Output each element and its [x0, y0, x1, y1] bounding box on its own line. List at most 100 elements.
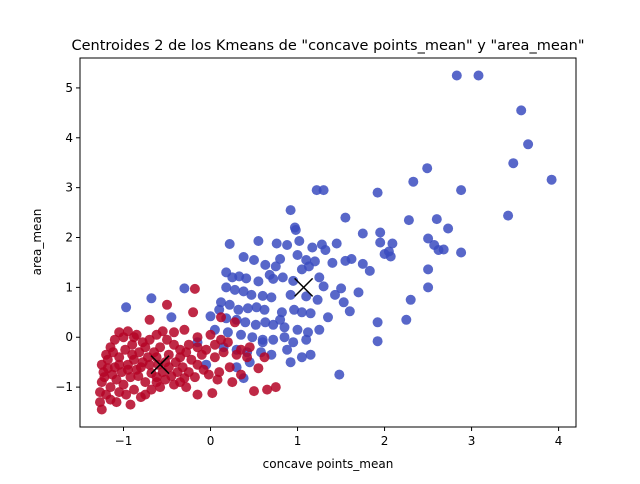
x-tick-label: 0 — [207, 434, 215, 448]
data-point — [338, 297, 349, 308]
data-point — [372, 317, 383, 328]
data-point — [140, 377, 151, 388]
data-point — [140, 342, 151, 353]
data-point — [209, 352, 220, 363]
data-point — [260, 317, 271, 328]
data-point — [340, 212, 351, 223]
data-point — [438, 244, 449, 255]
data-point — [209, 339, 220, 350]
data-point — [222, 337, 233, 348]
data-point — [423, 282, 434, 293]
data-point — [249, 386, 259, 397]
data-point — [140, 389, 151, 400]
data-point — [118, 332, 129, 343]
data-point — [285, 205, 296, 216]
data-point — [443, 223, 454, 234]
data-point — [405, 294, 416, 305]
data-point — [151, 329, 162, 340]
data-point — [508, 158, 519, 169]
data-point — [129, 384, 139, 395]
data-point — [189, 283, 200, 294]
data-point — [353, 287, 364, 298]
data-point — [242, 352, 253, 363]
data-point — [175, 352, 186, 363]
data-point — [268, 334, 279, 345]
data-point — [275, 254, 286, 264]
data-point — [292, 324, 303, 335]
data-point — [294, 236, 305, 246]
data-point — [227, 377, 238, 388]
y-tick-label: 1 — [65, 280, 73, 294]
data-point — [146, 293, 157, 304]
data-point — [285, 357, 296, 368]
data-point — [192, 342, 203, 353]
data-point — [160, 357, 171, 368]
x-tick-label: 3 — [468, 434, 476, 448]
data-point — [221, 282, 232, 293]
data-point — [192, 332, 203, 343]
data-point — [282, 240, 293, 250]
data-point — [301, 291, 312, 302]
data-point — [523, 139, 534, 150]
data-point — [109, 334, 120, 345]
centroids-layer — [150, 277, 314, 375]
data-point — [285, 289, 296, 300]
y-tick-label: 5 — [65, 81, 73, 95]
data-point — [172, 367, 183, 378]
data-point — [212, 374, 223, 385]
data-point — [238, 286, 249, 297]
data-point — [314, 324, 325, 335]
data-point — [127, 339, 138, 350]
data-point — [229, 317, 240, 328]
data-point — [327, 257, 338, 268]
data-point — [229, 284, 240, 295]
data-point — [275, 314, 286, 325]
data-point — [277, 272, 288, 283]
data-point — [214, 304, 225, 315]
data-point — [279, 322, 290, 333]
data-point — [422, 163, 433, 174]
data-point — [162, 299, 172, 310]
data-point — [259, 304, 270, 315]
data-point — [318, 185, 329, 196]
data-point — [292, 250, 303, 260]
data-point — [320, 245, 331, 255]
data-point — [236, 369, 246, 380]
data-point — [289, 304, 300, 315]
data-point — [266, 292, 277, 303]
data-point — [224, 239, 235, 249]
data-point — [282, 344, 293, 355]
data-point — [296, 352, 307, 363]
data-point — [268, 319, 279, 330]
data-point — [330, 289, 340, 300]
data-point — [336, 283, 347, 294]
data-point — [122, 364, 133, 375]
data-point — [183, 339, 194, 350]
data-point — [249, 255, 259, 265]
data-point — [357, 228, 368, 239]
data-point — [179, 324, 190, 335]
data-point — [244, 342, 255, 353]
data-point — [387, 238, 398, 249]
data-point — [257, 337, 268, 348]
data-point — [129, 332, 139, 343]
data-point — [331, 238, 342, 249]
data-point — [133, 371, 144, 382]
data-point — [155, 342, 166, 353]
y-tick-label: 4 — [65, 131, 73, 145]
data-point — [236, 329, 246, 340]
x-tick-label: 1 — [294, 434, 302, 448]
data-point — [259, 352, 270, 363]
data-point — [111, 397, 122, 408]
x-tick-label: −1 — [115, 434, 133, 448]
data-point — [205, 329, 216, 340]
data-point — [99, 372, 110, 383]
data-point — [163, 349, 174, 360]
data-point — [290, 225, 301, 235]
data-point — [203, 369, 214, 380]
data-point — [546, 174, 557, 185]
data-point — [155, 382, 166, 393]
data-point — [303, 261, 314, 272]
data-point — [314, 272, 325, 283]
